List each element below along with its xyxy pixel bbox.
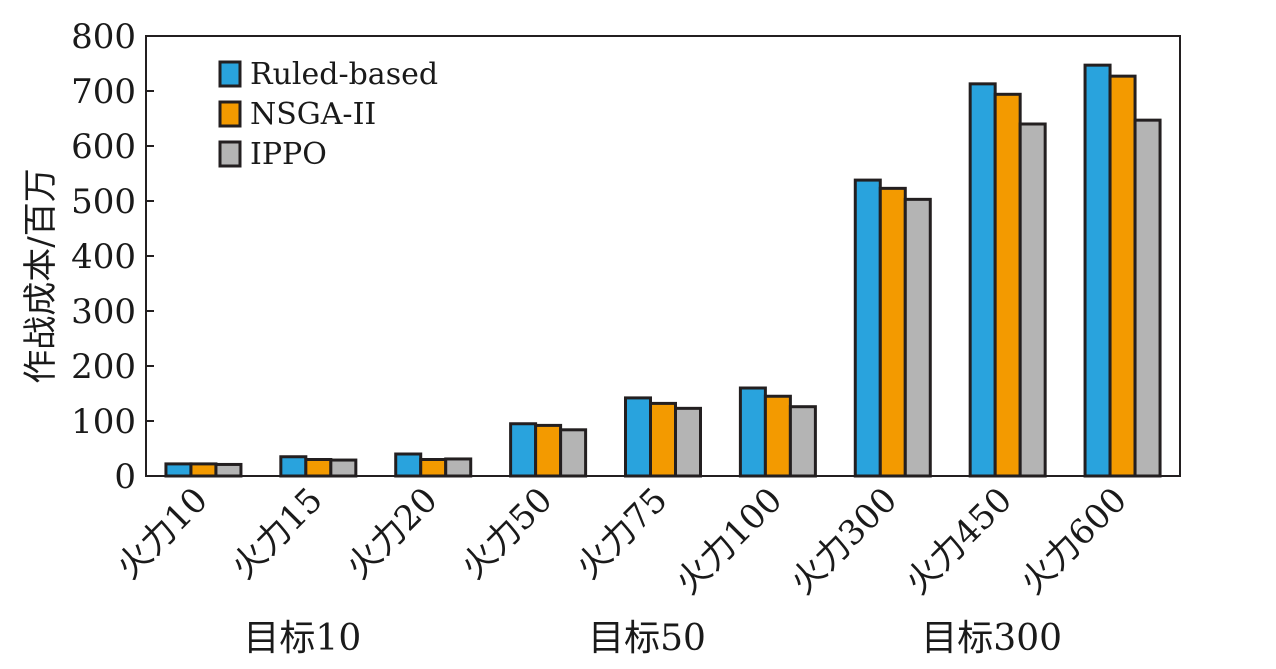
legend: Ruled-based NSGA-II IPPO: [218, 57, 438, 172]
group-label: 目标300: [921, 618, 1062, 659]
y-axis-ticks: 0 100 200 300 400 500 600 700 800: [71, 17, 154, 497]
legend-swatch: [218, 60, 242, 88]
bar-ruled-based-9: [1083, 63, 1112, 478]
group-label: 目标50: [588, 618, 706, 659]
bar-ruled-based-5: [624, 396, 652, 478]
bar-ruled-based-4: [509, 422, 538, 478]
y-tick-label: 400: [71, 237, 136, 277]
bar-ruled-based-6: [738, 386, 767, 478]
x-tick-label: 火力15: [224, 480, 331, 587]
bar-ippo-1: [214, 462, 243, 478]
x-tick-label: 火力75: [568, 480, 675, 587]
bar-ippo-3: [444, 457, 473, 478]
bar-ippo-4: [559, 428, 588, 478]
x-tick-label: 火力100: [668, 480, 790, 602]
bar-ippo-7: [903, 197, 932, 478]
bar-ippo-8: [1018, 122, 1047, 478]
bar-ippo-9: [1133, 118, 1162, 478]
bar-nsga-ii-9: [1108, 74, 1137, 478]
bar-nsga-ii-8: [993, 92, 1022, 478]
bar-ruled-based-2: [279, 455, 308, 478]
y-tick-label: 100: [71, 402, 136, 442]
y-tick-label: 200: [71, 347, 136, 387]
bar-nsga-ii-3: [419, 458, 448, 478]
y-tick-label: 600: [71, 127, 136, 167]
bar-nsga-ii-5: [649, 401, 677, 478]
bar-ippo-5: [674, 406, 702, 478]
bar-nsga-ii-4: [534, 423, 563, 478]
bar-nsga-ii-2: [304, 458, 333, 478]
bar-nsga-ii-6: [763, 394, 792, 478]
legend-swatch: [218, 100, 242, 128]
y-tick-label: 800: [71, 17, 136, 57]
legend-swatch: [218, 140, 242, 168]
y-tick-label: 300: [71, 292, 136, 332]
bar-ruled-based-8: [968, 82, 997, 478]
bar-ruled-based-7: [853, 178, 882, 478]
bar-ruled-based-1: [164, 462, 193, 478]
group-label: 目标10: [243, 618, 361, 659]
bar-nsga-ii-7: [878, 186, 907, 478]
x-axis-groups: 目标10 目标50 目标300: [243, 618, 1062, 659]
legend-label: NSGA-II: [250, 97, 376, 132]
bar-ruled-based-3: [394, 452, 423, 478]
bar-ippo-6: [788, 405, 817, 478]
x-tick-label: 火力300: [783, 480, 905, 602]
x-tick-label: 火力20: [339, 480, 446, 587]
y-tick-label: 0: [114, 457, 136, 497]
bar-ippo-2: [329, 458, 358, 478]
y-axis-label: 作战成本/百万: [21, 168, 61, 383]
y-tick-label: 500: [71, 182, 136, 222]
x-tick-label: 火力450: [898, 480, 1020, 602]
legend-label: IPPO: [250, 137, 327, 172]
x-tick-label: 火力50: [454, 480, 561, 587]
bar-nsga-ii-1: [189, 462, 218, 478]
y-tick-label: 700: [71, 72, 136, 112]
x-tick-label: 火力600: [1013, 480, 1135, 602]
legend-label: Ruled-based: [250, 57, 438, 92]
